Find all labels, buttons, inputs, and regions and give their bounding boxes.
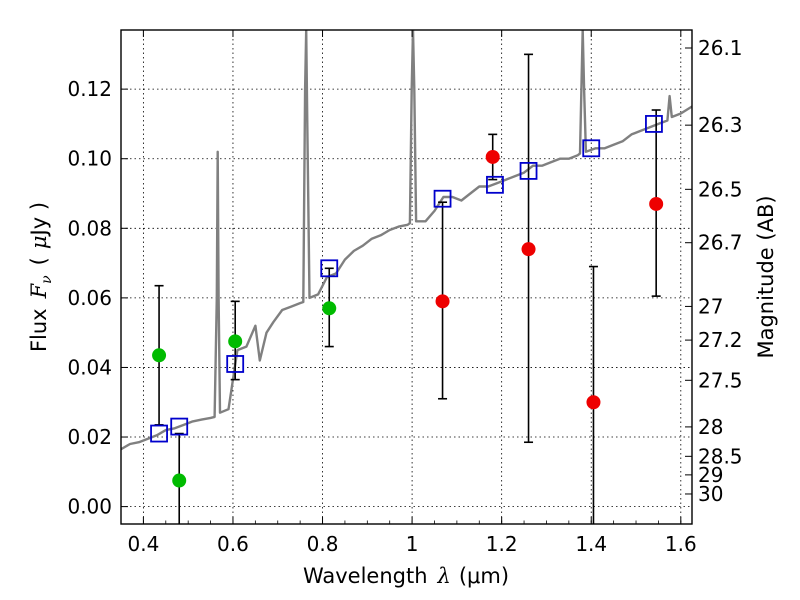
y-axis-title-prefix: Flux	[27, 308, 51, 352]
x-axis-title-unit: (μm)	[459, 564, 509, 588]
y-tick-label: 0.04	[67, 355, 112, 379]
x-tick-label: 0.6	[217, 532, 249, 556]
y-axis-title: Flux Fν ( μJy )	[27, 202, 55, 352]
detection-point	[152, 348, 167, 363]
upper-limit-point	[435, 294, 450, 309]
upper-limit-point	[521, 242, 536, 257]
axis-ticks	[120, 30, 692, 524]
y2-tick-label: 26.5	[698, 177, 743, 201]
y2-tick-label: 28.5	[698, 444, 743, 468]
model-flux-square	[226, 355, 245, 373]
detection-point	[228, 334, 243, 349]
y2-tick-label: 28	[698, 415, 723, 439]
model-flux-square	[582, 139, 601, 158]
spectrum-layer	[121, 30, 692, 451]
model-flux-square	[486, 175, 504, 194]
plot-frame	[120, 29, 693, 525]
upper-limit-point	[586, 395, 601, 410]
upper-limit-point	[649, 196, 664, 211]
y2-tick-label: 29	[698, 463, 723, 487]
detection-point	[172, 473, 187, 488]
x-axis-title-prefix: Wavelength	[303, 564, 428, 588]
upper-limit-point	[485, 149, 500, 164]
y-tick-label: 0.12	[67, 77, 112, 101]
y2-axis-title: Magnitude (AB)	[754, 195, 778, 358]
y-tick-label: 0.06	[67, 286, 112, 310]
y-axis-title-mu: μ	[27, 235, 51, 249]
x-tick-label: 1.4	[575, 532, 607, 556]
grid-lines	[121, 30, 692, 524]
y2-tick-label: 26.1	[698, 36, 743, 60]
model-flux-square	[645, 115, 663, 133]
spectrum-line	[121, 30, 692, 451]
y-tick-label: 0.00	[67, 495, 112, 519]
y-tick-label: 0.08	[67, 216, 112, 240]
model-flux-square	[519, 161, 538, 180]
model-flux-square	[170, 417, 189, 436]
x-tick-label: 0.4	[127, 532, 159, 556]
observed-flux-layer	[152, 149, 664, 488]
model-flux-square	[150, 424, 168, 443]
y2-tick-label: 26.7	[698, 231, 743, 255]
y-tick-label: 0.10	[67, 147, 112, 171]
y-axis-title-unit: Jy )	[27, 202, 51, 238]
model-flux-square	[433, 189, 452, 208]
y-tick-label: 0.02	[67, 425, 112, 449]
x-axis-title-symbol: λ	[437, 564, 451, 588]
y2-tick-label: 26.3	[698, 113, 743, 137]
y-axis-title-open-paren: (	[27, 257, 51, 265]
y2-tick-label: 30	[698, 482, 723, 506]
y2-tick-label: 27.2	[698, 328, 743, 352]
x-tick-label: 0.8	[307, 532, 339, 556]
x-tick-label: 1.2	[486, 532, 518, 556]
y-axis-title-symbol: F	[27, 282, 51, 299]
y-axis-title-subscript: ν	[39, 275, 55, 284]
x-tick-label: 1	[406, 532, 419, 556]
y2-tick-label: 27	[698, 294, 723, 318]
model-flux-square	[320, 259, 339, 278]
y2-tick-label: 27.5	[698, 368, 743, 392]
x-axis-title: Wavelength λ (μm)	[303, 564, 509, 588]
detection-point	[322, 301, 337, 316]
model-photometry-layer	[150, 115, 663, 443]
x-tick-label: 1.6	[665, 532, 697, 556]
